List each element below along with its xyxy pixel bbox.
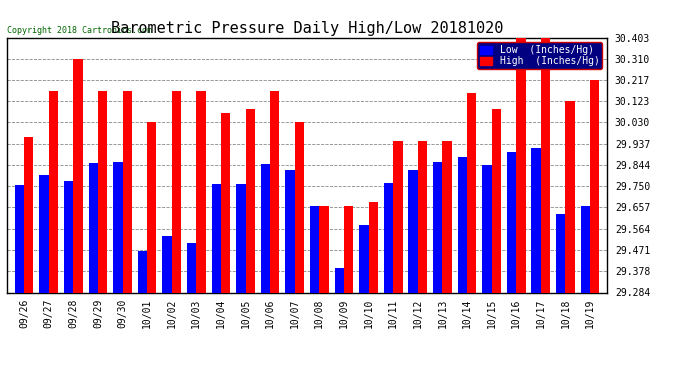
Bar xyxy=(138,251,147,292)
Bar xyxy=(368,202,378,292)
Bar xyxy=(212,184,221,292)
Bar xyxy=(64,181,73,292)
Bar xyxy=(482,165,491,292)
Bar xyxy=(49,91,58,292)
Bar xyxy=(580,206,590,292)
Bar xyxy=(590,80,600,292)
Bar xyxy=(270,91,279,292)
Bar xyxy=(384,183,393,292)
Bar xyxy=(73,59,83,292)
Bar xyxy=(344,206,353,292)
Text: Copyright 2018 Cartronics.com: Copyright 2018 Cartronics.com xyxy=(7,26,152,35)
Bar xyxy=(286,170,295,292)
Bar xyxy=(187,243,197,292)
Bar xyxy=(172,91,181,292)
Bar xyxy=(319,206,328,292)
Bar xyxy=(310,206,319,292)
Bar xyxy=(408,170,417,292)
Title: Barometric Pressure Daily High/Low 20181020: Barometric Pressure Daily High/Low 20181… xyxy=(111,21,503,36)
Bar xyxy=(335,268,344,292)
Bar xyxy=(246,109,255,292)
Bar xyxy=(261,164,270,292)
Bar xyxy=(556,214,565,292)
Bar xyxy=(393,141,402,292)
Bar xyxy=(359,225,368,292)
Bar xyxy=(236,184,246,292)
Bar xyxy=(123,91,132,292)
Bar xyxy=(147,122,157,292)
Bar xyxy=(88,163,98,292)
Bar xyxy=(531,148,541,292)
Bar xyxy=(516,38,526,292)
Bar xyxy=(541,38,550,292)
Bar xyxy=(24,136,34,292)
Bar xyxy=(98,91,107,292)
Bar xyxy=(221,113,230,292)
Bar xyxy=(491,109,501,292)
Bar xyxy=(113,162,123,292)
Bar xyxy=(433,162,442,292)
Bar xyxy=(417,141,427,292)
Bar xyxy=(197,91,206,292)
Bar xyxy=(162,236,172,292)
Bar xyxy=(14,185,24,292)
Bar xyxy=(39,175,49,292)
Bar xyxy=(467,93,476,292)
Bar xyxy=(565,101,575,292)
Bar xyxy=(457,157,467,292)
Bar xyxy=(507,152,516,292)
Bar xyxy=(442,141,452,292)
Bar xyxy=(295,122,304,292)
Legend: Low  (Inches/Hg), High  (Inches/Hg): Low (Inches/Hg), High (Inches/Hg) xyxy=(477,42,602,69)
